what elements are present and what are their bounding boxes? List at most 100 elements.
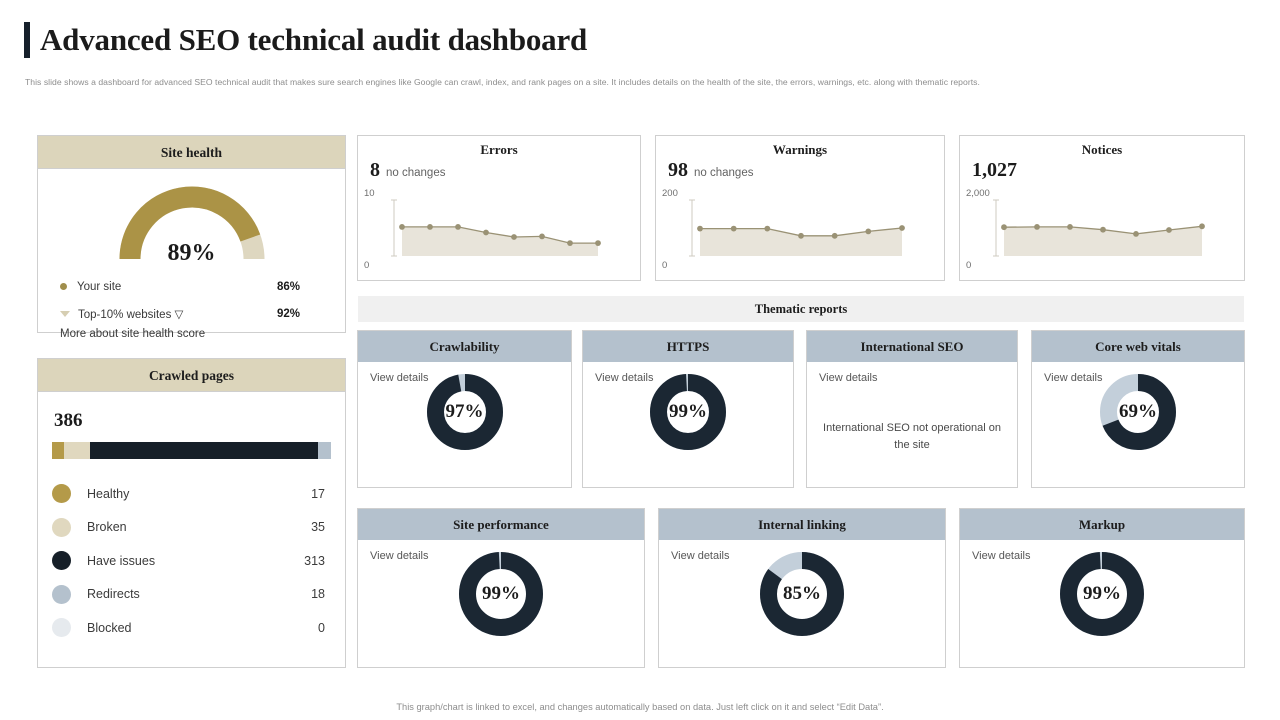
dot-icon <box>60 283 67 290</box>
legend-label: Broken <box>87 520 127 535</box>
donut-svg <box>650 374 726 450</box>
crawled-pages-panel: Crawled pages 386 Healthy 17 Broken 35 Have … <box>37 358 346 668</box>
card-title: Site performance <box>358 509 644 540</box>
crawled-legend-row: Blocked 0 <box>52 611 325 645</box>
legend-value: 92% <box>277 307 301 320</box>
site-health-panel: Site health 89% Your site 86% Top-10% we… <box>37 135 346 340</box>
axis-max-label: 10 <box>364 188 375 199</box>
metric-title: Notices <box>1081 142 1123 157</box>
metric-title: Errors <box>480 142 518 157</box>
donut-markup: 99% <box>960 540 1244 667</box>
legend-row-top-websites: Top-10% websites ▽ 92% <box>60 300 323 327</box>
view-details-link[interactable]: View details <box>370 372 429 384</box>
card-title: International SEO <box>807 331 1017 362</box>
view-details-link[interactable]: View details <box>671 550 730 562</box>
thematic-card-internal-linking[interactable]: Internal linking View details 85% <box>658 508 946 668</box>
page-title: Advanced SEO technical audit dashboard <box>40 22 588 57</box>
donut-value: 99% <box>1083 583 1121 604</box>
metric-number: 8 <box>370 159 380 181</box>
view-details-link[interactable]: View details <box>1044 372 1103 384</box>
thematic-card-https[interactable]: HTTPS View details 99% <box>582 330 794 488</box>
thematic-card-crawlability[interactable]: Crawlability View details 97% <box>357 330 572 488</box>
metric-value-row: 1,027 <box>960 159 1244 182</box>
axis-min-label: 0 <box>364 260 370 271</box>
more-about-site-health-link[interactable]: More about site health score <box>60 328 206 340</box>
donut-https: 99% <box>583 362 793 487</box>
legend-label: Top-10% websites ▽ <box>78 308 184 321</box>
metric-subtext: no changes <box>694 167 754 179</box>
legend-value: 17 <box>311 486 325 501</box>
crawled-legend-row: Healthy 17 <box>52 477 325 511</box>
donut-svg <box>1100 374 1176 450</box>
donut-value: 69% <box>1119 401 1157 422</box>
site-health-title: Site health <box>38 136 345 169</box>
legend-value: 35 <box>311 520 325 535</box>
page-title-bar: Advanced SEO technical audit dashboard <box>24 22 587 58</box>
triangle-down-icon <box>60 310 70 317</box>
legend-label: Blocked <box>87 620 132 635</box>
gauge-svg <box>119 186 264 260</box>
gauge-value: 89% <box>167 240 216 266</box>
donut-svg <box>459 552 543 636</box>
donut-core-web-vitals: 69% <box>1032 362 1244 487</box>
metric-number: 1,027 <box>972 159 1017 181</box>
crawled-pages-stacked-bar <box>52 442 331 459</box>
legend-label: Your site <box>77 280 122 293</box>
crawled-pages-total: 386 <box>54 410 83 431</box>
stack-segment <box>64 442 90 459</box>
donut-value: 99% <box>669 401 707 422</box>
color-swatch-icon <box>52 584 71 604</box>
card-title: Core web vitals <box>1032 331 1244 362</box>
axis-max-label: 200 <box>662 188 678 199</box>
card-title: Crawlability <box>358 331 571 362</box>
sparkline-svg <box>993 199 1205 257</box>
metric-card-errors: Errors 8 no changes 10 0 <box>357 135 641 281</box>
metric-title: Warnings <box>772 142 828 157</box>
donut-value: 99% <box>482 583 520 604</box>
metric-card-warnings: Warnings 98 no changes 200 0 <box>655 135 945 281</box>
crawled-pages-title: Crawled pages <box>38 359 345 392</box>
legend-label: Healthy <box>87 486 130 501</box>
international-seo-body: International SEO not operational on the… <box>807 362 1017 487</box>
view-details-link[interactable]: View details <box>819 372 878 384</box>
thematic-reports-heading: Thematic reports <box>358 296 1244 322</box>
crawled-legend-row: Have issues 313 <box>52 544 325 578</box>
metric-value-row: 98 no changes <box>656 159 944 182</box>
title-accent-bar <box>24 22 30 58</box>
axis-min-label: 0 <box>662 260 668 271</box>
crawled-pages-legend: Healthy 17 Broken 35 Have issues 313 Redirects… <box>38 477 345 645</box>
card-title: Markup <box>960 509 1244 540</box>
legend-value: 0 <box>318 620 325 635</box>
donut-svg <box>760 552 844 636</box>
metric-card-notices: Notices 1,027 2,000 0 <box>959 135 1245 281</box>
legend-label: Have issues <box>87 553 156 568</box>
card-title: HTTPS <box>583 331 793 362</box>
metric-value-row: 8 no changes <box>358 159 640 182</box>
metric-number: 98 <box>668 159 688 181</box>
sparkline-notices: 2,000 0 <box>960 186 1244 274</box>
axis-min-label: 0 <box>966 260 972 271</box>
site-health-gauge: 89% <box>38 181 345 269</box>
donut-svg <box>426 374 503 450</box>
view-details-link[interactable]: View details <box>370 550 429 562</box>
page-subtitle: This slide shows a dashboard for advance… <box>25 77 980 87</box>
view-details-link[interactable]: View details <box>595 372 654 384</box>
legend-value: 18 <box>311 587 325 602</box>
donut-value: 85% <box>783 583 821 604</box>
site-health-legend: Your site 86% Top-10% websites ▽ 92% <box>38 273 345 327</box>
axis-max-label: 2,000 <box>966 188 990 199</box>
thematic-card-international-seo[interactable]: International SEO View details Internati… <box>806 330 1018 488</box>
sparkline-warnings: 200 0 <box>656 186 944 274</box>
thematic-card-markup[interactable]: Markup View details 99% <box>959 508 1245 668</box>
donut-site-performance: 99% <box>358 540 644 667</box>
color-swatch-icon <box>52 484 71 504</box>
footer-note: This graph/chart is linked to excel, and… <box>396 702 884 712</box>
donut-value: 97% <box>445 401 484 422</box>
thematic-card-core-web-vitals[interactable]: Core web vitals View details 69% <box>1031 330 1245 488</box>
thematic-card-site-performance[interactable]: Site performance View details 99% <box>357 508 645 668</box>
legend-row-your-site: Your site 86% <box>60 273 323 300</box>
legend-value: 313 <box>304 553 325 568</box>
view-details-link[interactable]: View details <box>972 550 1031 562</box>
stack-segment <box>317 442 331 459</box>
